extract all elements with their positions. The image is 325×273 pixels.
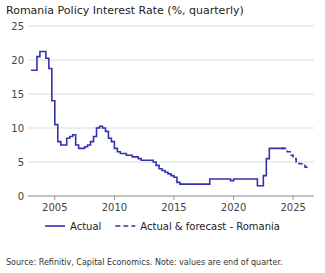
x-tick [233,196,234,200]
x-tick-label: 2025 [280,202,305,213]
x-tick-label: 2015 [161,202,186,213]
grid-line [28,128,314,129]
series-line [281,148,308,168]
grid-line [28,26,314,27]
y-tick-label: 10 [11,123,24,134]
y-tick-label: 20 [11,55,24,66]
x-tick [54,196,55,200]
legend-swatch [45,225,65,227]
chart: Romania Policy Interest Rate (%, quarter… [0,0,325,273]
x-tick-label: 2020 [221,202,246,213]
grid-line [28,162,314,163]
series-line [31,52,284,186]
legend-item: Actual & forecast - Romania [115,221,280,232]
y-tick-label: 0 [18,191,24,202]
grid-line [28,94,314,95]
source-note: Source: Refinitiv, Capital Economics. No… [6,258,283,267]
grid-line [28,60,314,61]
x-tick-label: 2005 [42,202,67,213]
legend-label: Actual [70,221,101,232]
grid-line [28,196,314,197]
x-tick [293,196,294,200]
legend-swatch [115,225,135,227]
legend: Actual Actual & forecast - Romania [45,221,280,232]
x-tick-label: 2010 [102,202,127,213]
lines [31,52,308,186]
x-tick [173,196,174,200]
y-tick-label: 5 [18,157,24,168]
y-tick-label: 25 [11,21,24,32]
x-tick [114,196,115,200]
title: Romania Policy Interest Rate (%, quarter… [6,4,244,17]
legend-item: Actual [45,221,101,232]
x-axis [28,196,314,197]
y-tick-label: 15 [11,89,24,100]
legend-label: Actual & forecast - Romania [140,221,280,232]
grid [28,26,314,196]
